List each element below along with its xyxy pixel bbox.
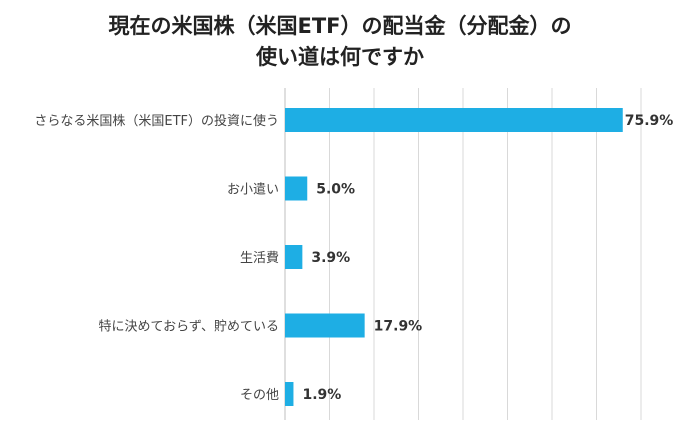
bar [285,313,365,338]
value-label: 17.9% [374,319,423,335]
category-label: 特に決めておらず、貯めている [99,320,279,335]
category-label: 生活費 [240,251,279,266]
chart-title-line-2: 使い道は何ですか [256,45,424,69]
value-label: 5.0% [316,182,355,198]
bar [285,176,308,201]
chart-title-line-1: 現在の米国株（米国ETF）の配当金（分配金）の [108,14,572,38]
value-label: 75.9% [625,113,674,129]
bar [285,245,303,269]
category-label: さらなる米国株（米国ETF）の投資に使う [34,113,279,129]
category-label: お小遣い [227,183,279,198]
bar [285,382,294,406]
value-label: 3.9% [311,250,350,266]
category-label: その他 [240,388,279,403]
value-label: 1.9% [302,387,341,403]
bar [285,108,623,132]
